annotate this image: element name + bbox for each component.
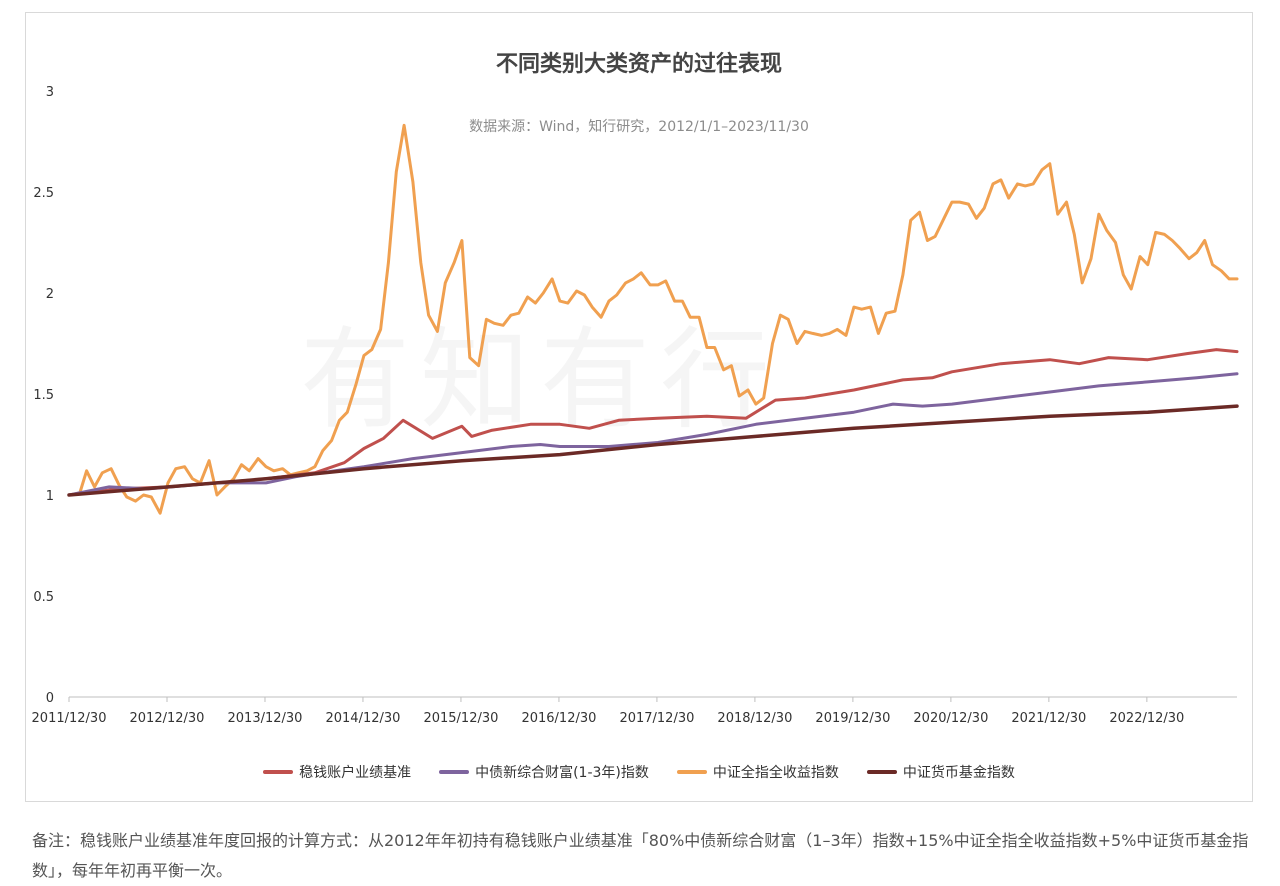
x-tick-label: 2018/12/30 <box>717 711 792 726</box>
x-tick-label: 2019/12/30 <box>815 711 890 726</box>
footnote: 备注：稳钱账户业绩基准年度回报的计算方式：从2012年年初持有稳钱账户业绩基准「… <box>32 831 1249 880</box>
legend-swatch <box>866 770 897 774</box>
legend-item: 中证货币基金指数 <box>866 762 1015 782</box>
legend-swatch <box>439 770 470 774</box>
y-tick-label: 3 <box>46 85 54 100</box>
legend-item: 稳钱账户业绩基准 <box>263 762 411 782</box>
legend-swatch <box>263 770 294 774</box>
legend: 稳钱账户业绩基准 中债新综合财富(1-3年)指数 中证全指全收益指数 中证货币基金指数 <box>25 762 1253 782</box>
y-tick-label: 2.5 <box>33 186 54 201</box>
x-tick-label: 2020/12/30 <box>913 711 988 726</box>
series-line-1 <box>67 372 1239 497</box>
legend-label: 稳钱账户业绩基准 <box>299 765 412 781</box>
x-axis-ticks: 2011/12/30 2012/12/30 2013/12/30 2014/12/30… <box>32 697 1184 726</box>
x-tick-label: 2012/12/30 <box>130 711 205 726</box>
y-tick-label: 1.5 <box>33 388 54 403</box>
y-tick-label: 0 <box>46 691 54 706</box>
chart-subtitle: 数据来源：Wind，知行研究，2012/1/1–2023/11/30 <box>469 119 809 135</box>
x-tick-label: 2013/12/30 <box>228 711 303 726</box>
x-tick-label: 2016/12/30 <box>521 711 596 726</box>
legend-swatch <box>676 770 707 774</box>
legend-label: 中债新综合财富(1-3年)指数 <box>475 765 649 781</box>
x-tick-label: 2015/12/30 <box>423 711 498 726</box>
y-axis-ticks: 0 0.5 1 1.5 2 2.5 3 <box>33 85 54 706</box>
legend-item: 中债新综合财富(1-3年)指数 <box>439 762 649 782</box>
chart-title: 不同类别大类资产的过往表现 <box>495 52 782 77</box>
series-lines <box>67 123 1239 515</box>
legend-label: 中证全指全收益指数 <box>712 765 839 781</box>
y-tick-label: 2 <box>46 287 54 302</box>
x-tick-label: 2022/12/30 <box>1109 711 1184 726</box>
series-line-2 <box>67 123 1239 515</box>
series-line-3 <box>67 404 1239 497</box>
legend-label: 中证货币基金指数 <box>902 765 1015 781</box>
chart-frame <box>25 12 1253 802</box>
legend-item: 中证全指全收益指数 <box>676 762 839 782</box>
y-tick-label: 0.5 <box>33 590 54 605</box>
series-line-0 <box>67 348 1239 497</box>
x-tick-label: 2014/12/30 <box>325 711 400 726</box>
x-tick-label: 2011/12/30 <box>32 711 107 726</box>
y-tick-label: 1 <box>46 489 54 504</box>
x-tick-label: 2017/12/30 <box>619 711 694 726</box>
x-tick-label: 2021/12/30 <box>1011 711 1086 726</box>
